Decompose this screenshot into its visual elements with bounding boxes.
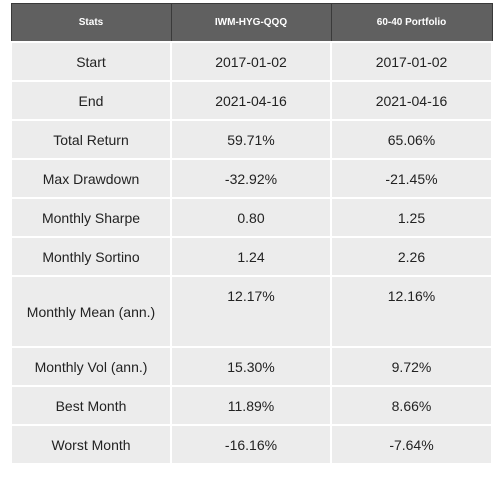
table-row: Max Drawdown -32.92% -21.45% xyxy=(10,158,493,199)
cell-iwm-hyg-qqq: 15.30% xyxy=(170,346,332,387)
cell-60-40-portfolio: -7.64% xyxy=(330,424,493,465)
table-row: Monthly Vol (ann.) 15.30% 9.72% xyxy=(10,346,493,387)
table-row: Worst Month -16.16% -7.64% xyxy=(10,424,493,465)
row-label: Total Return xyxy=(10,119,172,160)
cell-iwm-hyg-qqq: -32.92% xyxy=(170,158,332,199)
stats-table-container: Stats IWM-HYG-QQQ 60-40 Portfolio Start … xyxy=(10,3,493,465)
cell-iwm-hyg-qqq: -16.16% xyxy=(170,424,332,465)
row-label: Monthly Mean (ann.) xyxy=(10,275,172,348)
cell-iwm-hyg-qqq: 1.24 xyxy=(170,236,332,277)
row-label: Worst Month xyxy=(10,424,172,465)
table-row: Start 2017-01-02 2017-01-02 xyxy=(10,41,493,82)
table-row: Monthly Mean (ann.) 12.17% 12.16% xyxy=(10,275,493,348)
table-row: Monthly Sharpe 0.80 1.25 xyxy=(10,197,493,238)
cell-iwm-hyg-qqq: 2017-01-02 xyxy=(170,41,332,82)
row-label: Monthly Sortino xyxy=(10,236,172,277)
cell-60-40-portfolio: 1.25 xyxy=(330,197,493,238)
row-label: Max Drawdown xyxy=(10,158,172,199)
table-row: Total Return 59.71% 65.06% xyxy=(10,119,493,160)
cell-iwm-hyg-qqq: 2021-04-16 xyxy=(170,80,332,121)
table-row: Monthly Sortino 1.24 2.26 xyxy=(10,236,493,277)
row-label: Start xyxy=(10,41,172,82)
cell-iwm-hyg-qqq: 11.89% xyxy=(170,385,332,426)
row-label: Best Month xyxy=(10,385,172,426)
table-row: Best Month 11.89% 8.66% xyxy=(10,385,493,426)
column-header-stats: Stats xyxy=(10,3,172,43)
table-row: End 2021-04-16 2021-04-16 xyxy=(10,80,493,121)
cell-60-40-portfolio: 2021-04-16 xyxy=(330,80,493,121)
row-label: Monthly Sharpe xyxy=(10,197,172,238)
cell-60-40-portfolio: 8.66% xyxy=(330,385,493,426)
cell-iwm-hyg-qqq: 59.71% xyxy=(170,119,332,160)
cell-60-40-portfolio: 9.72% xyxy=(330,346,493,387)
cell-iwm-hyg-qqq: 0.80 xyxy=(170,197,332,238)
cell-iwm-hyg-qqq: 12.17% xyxy=(170,275,332,348)
row-label: Monthly Vol (ann.) xyxy=(10,346,172,387)
table-header-row: Stats IWM-HYG-QQQ 60-40 Portfolio xyxy=(10,3,493,43)
cell-60-40-portfolio: -21.45% xyxy=(330,158,493,199)
column-header-60-40-portfolio: 60-40 Portfolio xyxy=(330,3,493,43)
cell-60-40-portfolio: 65.06% xyxy=(330,119,493,160)
cell-60-40-portfolio: 12.16% xyxy=(330,275,493,348)
cell-60-40-portfolio: 2017-01-02 xyxy=(330,41,493,82)
stats-table: Stats IWM-HYG-QQQ 60-40 Portfolio Start … xyxy=(10,3,493,465)
column-header-iwm-hyg-qqq: IWM-HYG-QQQ xyxy=(170,3,332,43)
cell-60-40-portfolio: 2.26 xyxy=(330,236,493,277)
row-label: End xyxy=(10,80,172,121)
